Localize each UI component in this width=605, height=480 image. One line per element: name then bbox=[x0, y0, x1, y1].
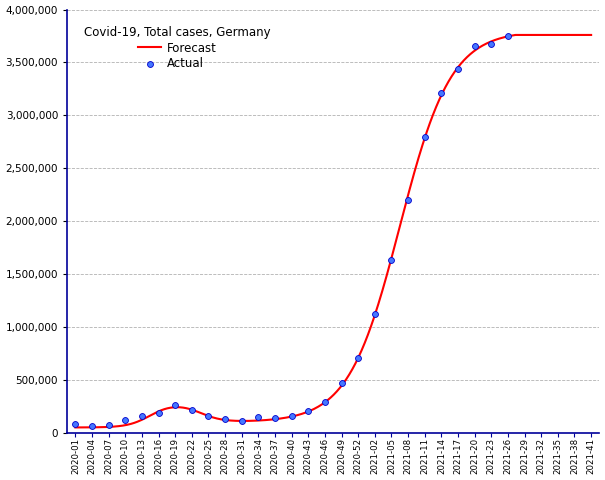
Forecast bbox=[576, 32, 583, 38]
Actual bbox=[270, 414, 280, 421]
Actual bbox=[320, 398, 330, 406]
Actual bbox=[204, 412, 214, 420]
Forecast bbox=[320, 400, 327, 406]
Actual bbox=[104, 421, 114, 429]
Forecast bbox=[72, 425, 79, 431]
Actual bbox=[171, 401, 180, 409]
Forecast bbox=[512, 32, 519, 38]
Actual bbox=[137, 412, 147, 420]
Actual bbox=[437, 89, 446, 97]
Forecast bbox=[316, 403, 324, 408]
Forecast bbox=[351, 362, 358, 368]
Actual bbox=[253, 414, 263, 421]
Actual bbox=[353, 354, 363, 362]
Actual bbox=[453, 65, 463, 72]
Actual bbox=[470, 42, 480, 50]
Actual bbox=[87, 423, 97, 431]
Forecast bbox=[494, 36, 502, 42]
Actual bbox=[404, 196, 413, 204]
Actual bbox=[71, 420, 80, 428]
Actual bbox=[337, 379, 347, 386]
Actual bbox=[120, 417, 130, 424]
Actual bbox=[220, 415, 230, 423]
Line: Forecast: Forecast bbox=[76, 35, 591, 428]
Actual bbox=[387, 256, 396, 264]
Legend: Forecast, Actual: Forecast, Actual bbox=[78, 20, 276, 76]
Forecast bbox=[587, 32, 595, 38]
Actual bbox=[503, 33, 513, 40]
Actual bbox=[486, 41, 496, 48]
Actual bbox=[420, 132, 430, 140]
Forecast bbox=[379, 288, 386, 294]
Actual bbox=[154, 409, 163, 417]
Actual bbox=[287, 412, 296, 420]
Actual bbox=[237, 417, 247, 424]
Actual bbox=[304, 407, 313, 414]
Actual bbox=[187, 406, 197, 414]
Actual bbox=[370, 311, 380, 318]
